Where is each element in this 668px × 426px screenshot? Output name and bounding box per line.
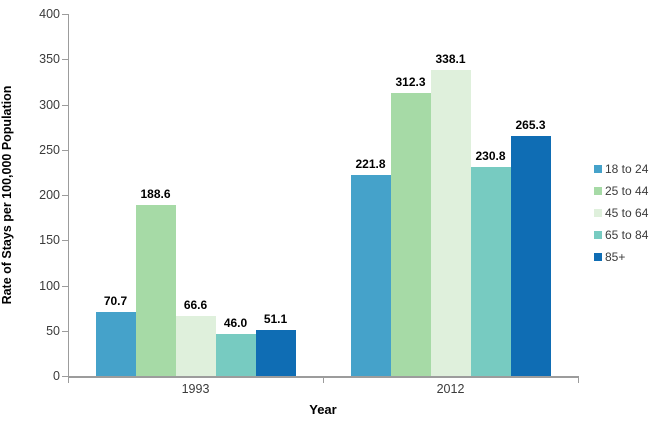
y-tick-mark [62,330,68,332]
y-tick-label: 200 [39,188,60,202]
legend-swatch-icon [594,231,602,239]
x-category-label: 1993 [181,382,210,396]
x-tick-mark [323,377,324,383]
bar-1993-45-to-64 [175,315,216,376]
bar-2012-45-to-64 [430,70,471,376]
x-axis-title: Year [309,402,337,417]
x-tick-mark [68,377,69,383]
legend-swatch-icon [594,253,602,261]
bar-value-label: 188.6 [140,187,171,202]
y-tick-label: 0 [53,369,60,383]
y-tick-label: 50 [46,323,60,338]
legend-label: 25 to 44 [605,184,649,198]
bar-2012-85+ [510,135,551,376]
bar-2012-18-to-24 [350,175,391,376]
bar-2012-25-to-44 [390,93,431,376]
y-tick-mark [62,376,68,377]
y-tick-mark [62,149,68,151]
y-tick-label: 100 [39,278,60,293]
bar-value-label: 265.3 [515,117,546,132]
legend-swatch-icon [594,165,602,173]
bar-value-label: 51.1 [263,311,288,326]
bar-value-label: 66.6 [183,297,208,312]
legend-swatch-icon [594,209,602,217]
bar-1993-65-to-84 [215,334,256,376]
bar-1993-18-to-24 [95,312,136,376]
bar-value-label: 338.1 [435,52,466,67]
x-category-label: 2012 [436,382,465,396]
legend-label: 45 to 64 [605,206,649,220]
y-tick-label: 400 [39,7,60,21]
legend-item-65-to-84: 65 to 84 [594,224,648,246]
legend-label: 85+ [605,250,626,264]
y-tick-mark [62,195,68,196]
y-tick-mark [62,59,68,61]
bar-value-label: 70.7 [103,294,128,309]
y-tick-label: 150 [39,233,60,248]
bar-2012-65-to-84 [470,167,511,376]
y-tick-mark [62,14,68,15]
legend-label: 65 to 84 [605,228,649,242]
bar-value-label: 221.8 [355,157,386,172]
legend-label: 18 to 24 [605,162,649,176]
y-tick-label: 350 [39,52,60,67]
y-tick-label: 250 [39,142,60,157]
legend-item-25-to-44: 25 to 44 [594,180,648,202]
bar-value-label: 46.0 [223,316,248,331]
y-tick-label: 300 [39,97,60,112]
bar-value-label: 312.3 [395,75,426,90]
legend-swatch-icon [594,187,602,195]
y-axis-line [68,14,69,376]
y-axis-title: Rate of Stays per 100,000 Population [0,85,14,305]
bar-1993-85+ [255,329,296,376]
legend: 18 to 24 25 to 44 45 to 64 65 to 84 85+ [594,158,648,268]
y-tick-mark [62,240,68,242]
legend-item-85+: 85+ [594,246,648,268]
x-tick-mark [578,377,579,383]
legend-item-18-to-24: 18 to 24 [594,158,648,180]
y-tick-mark [62,285,68,287]
bar-1993-25-to-44 [135,205,176,376]
y-tick-mark [62,104,68,106]
legend-item-45-to-64: 45 to 64 [594,202,648,224]
bar-value-label: 230.8 [475,149,506,164]
